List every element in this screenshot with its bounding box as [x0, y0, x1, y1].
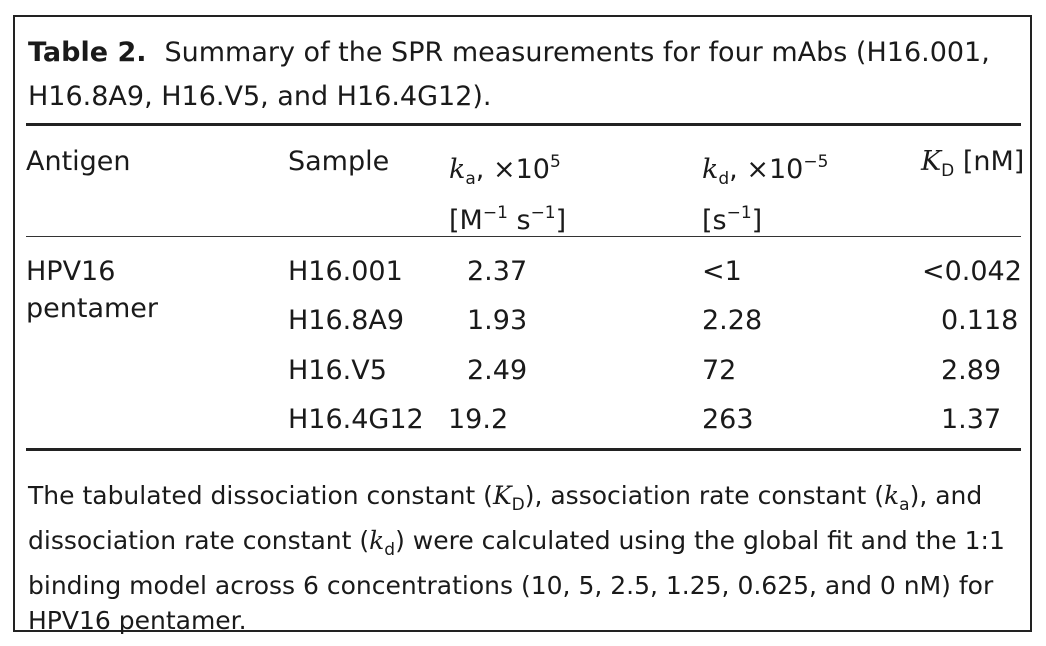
- table-footnote: The tabulated dissociation constant (KD)…: [28, 481, 1005, 635]
- antigen-line1: HPV16: [26, 256, 116, 287]
- row-4-sample: H16.4G12: [288, 404, 424, 435]
- row-4-ka: 19.2: [448, 404, 509, 435]
- row-2-KD: 0.118: [941, 305, 1019, 336]
- row-2-ka: 1.93: [467, 305, 528, 336]
- header-sample: Sample: [288, 146, 390, 177]
- row-3-kd: 72: [702, 355, 737, 386]
- header-ka: ka, ×105 [M−1 s−1]: [449, 152, 567, 236]
- header-kd: kd, ×10−5 [s−1]: [702, 152, 829, 236]
- caption-text: Summary of the SPR measurements for four…: [28, 37, 990, 112]
- row-1-KD: <0.042: [922, 256, 1022, 287]
- row-1-ka: 2.37: [467, 256, 528, 287]
- top-rule: [26, 123, 1021, 126]
- row-1-sample: H16.001: [288, 256, 403, 287]
- antigen-line2: pentamer: [26, 293, 159, 324]
- row-2-sample: H16.8A9: [288, 305, 405, 336]
- row-3-KD: 2.89: [941, 355, 1002, 386]
- row-3-ka: 2.49: [467, 355, 528, 386]
- row-1-kd: <1: [702, 256, 742, 287]
- bottom-rule: [26, 448, 1021, 451]
- header-rule: [26, 236, 1021, 237]
- header-antigen: Antigen: [26, 146, 131, 177]
- table-caption: Table 2. Summary of the SPR measurements …: [28, 31, 1028, 119]
- row-2-kd: 2.28: [702, 305, 763, 336]
- table-frame: Table 2. Summary of the SPR measurements …: [13, 15, 1032, 635]
- header-KD: KD [nM]: [921, 146, 1025, 181]
- row-3-sample: H16.V5: [288, 355, 387, 386]
- row-4-kd: 263: [702, 404, 754, 435]
- row-4-KD: 1.37: [941, 404, 1002, 435]
- caption-label: Table 2.: [28, 37, 147, 68]
